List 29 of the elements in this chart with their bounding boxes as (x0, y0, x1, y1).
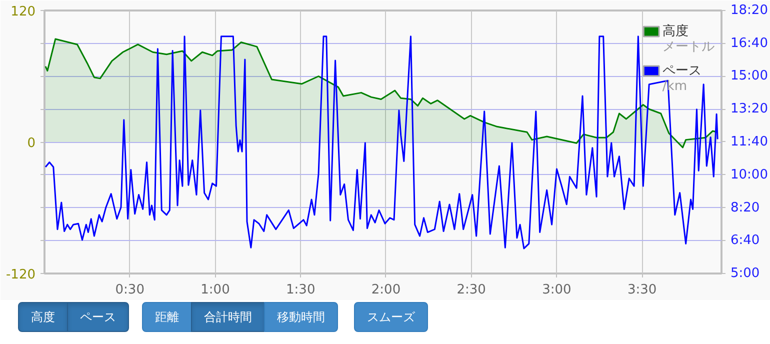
x-tick-label: 2:30 (456, 282, 486, 298)
y2-tick-label: 11:40 (730, 134, 768, 150)
x-tick-label: 1:30 (286, 282, 316, 298)
y2-tick-label: 6:40 (730, 233, 760, 248)
x-tick-label: 0:30 (115, 282, 144, 298)
legend-label: 高度 (662, 23, 688, 40)
y2-tick-label: 13:20 (730, 102, 768, 117)
x-tick-label: 3:30 (628, 282, 657, 298)
line-series (44, 36, 718, 250)
y2-tick-label: 8:20 (730, 200, 760, 216)
text: ペース (67, 302, 129, 332)
y2-tick-label: 10:00 (730, 167, 768, 182)
x-tick-label: 3:00 (542, 282, 572, 298)
text: 高度 (18, 302, 68, 332)
x-tick-label: 1:00 (200, 282, 230, 298)
text: 距離 (142, 302, 192, 332)
y-tick-label: 0 (27, 136, 36, 151)
y2-tick-label: 5:00 (730, 266, 760, 281)
text: スムーズ (354, 302, 428, 332)
y-tick-label: 120 (10, 4, 36, 20)
x-tick-label: 2:00 (371, 282, 401, 298)
text: 合計時間 (191, 302, 265, 332)
y2-tick-label: 16:40 (730, 36, 768, 51)
legend-label: ペース (662, 63, 702, 78)
y-tick-label: -120 (6, 268, 36, 282)
annotation: メートル (662, 39, 714, 54)
y2-tick-label: 18:20 (730, 3, 768, 18)
y2-tick-label: 15:00 (730, 68, 768, 84)
text: 移動時間 (264, 302, 338, 332)
